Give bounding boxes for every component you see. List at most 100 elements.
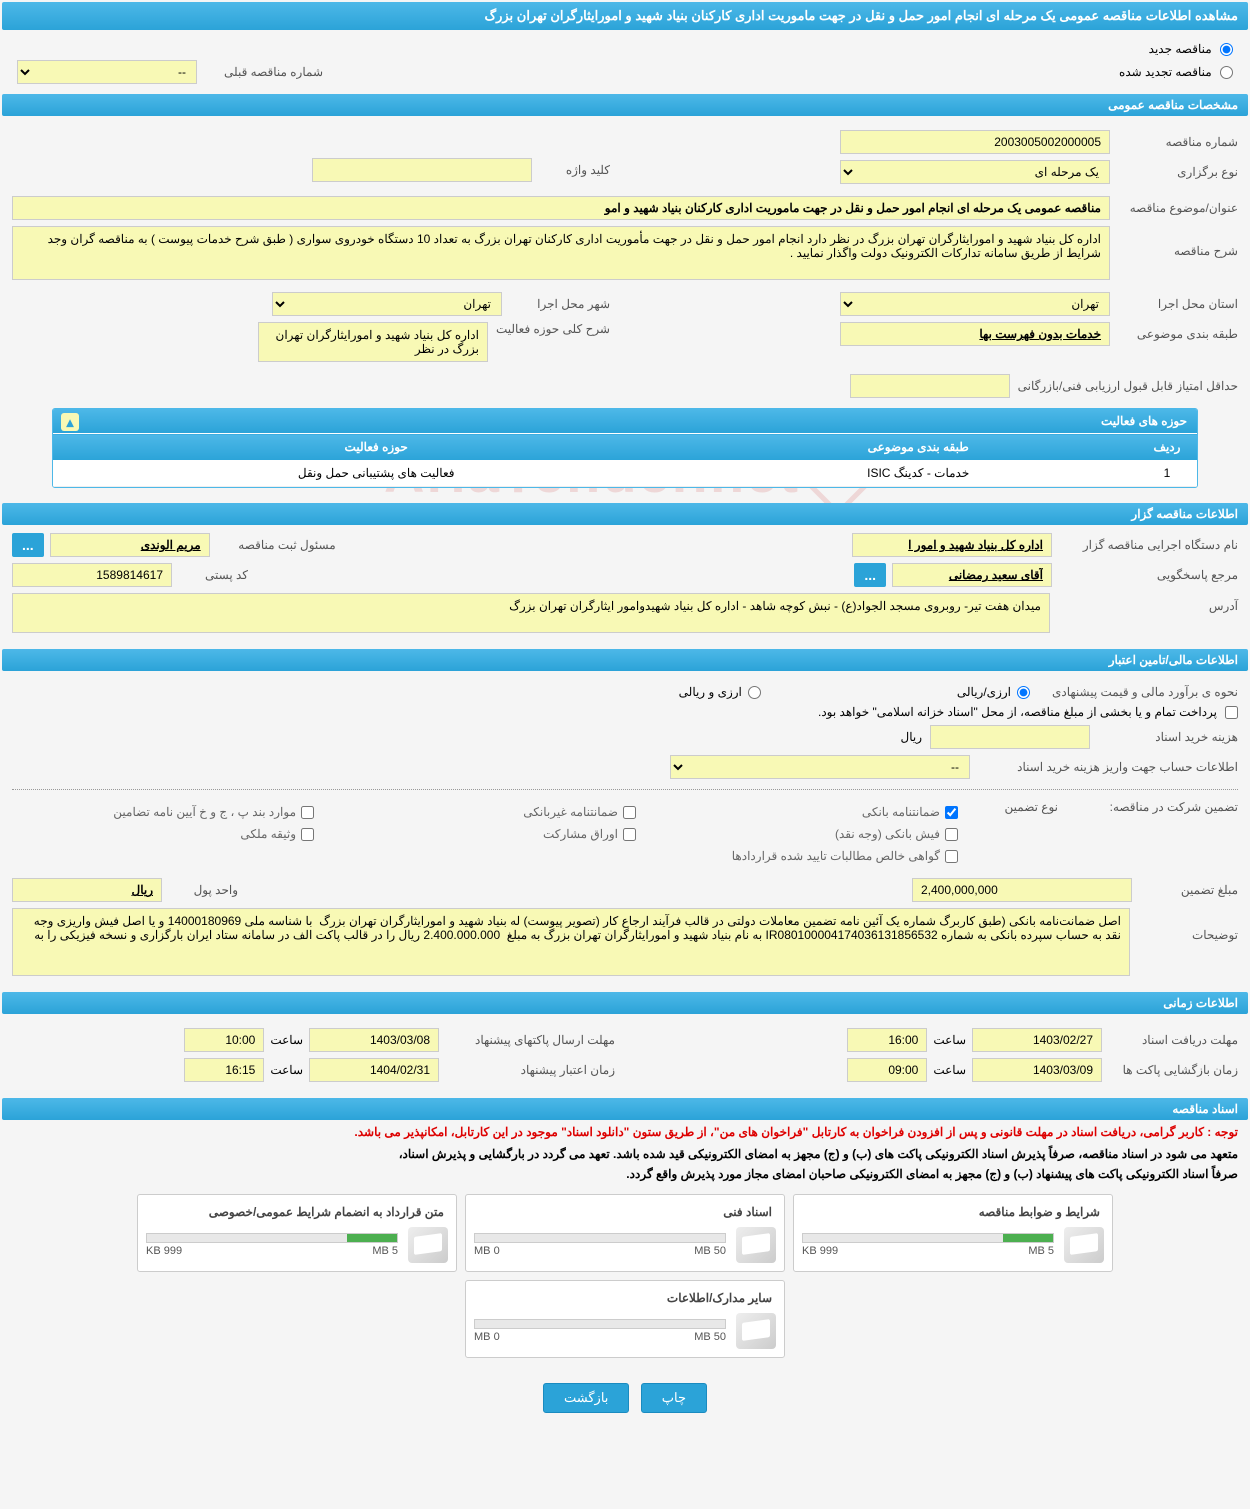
submit-deadline-label: مهلت ارسال پاکتهای پیشنهاد bbox=[445, 1033, 615, 1047]
receive-deadline-time[interactable] bbox=[847, 1028, 927, 1052]
activity-desc-field[interactable]: اداره کل بنیاد شهید و امورایثارگران تهرا… bbox=[258, 322, 488, 362]
doc-cost-label: هزینه خرید اسناد bbox=[1098, 730, 1238, 744]
province-label: استان محل اجرا bbox=[1118, 297, 1238, 311]
check-bank-guarantee[interactable]: ضمانتنامه بانکی bbox=[656, 805, 958, 819]
time-label-1: ساعت bbox=[933, 1033, 966, 1047]
back-button[interactable]: بازگشت bbox=[543, 1383, 629, 1413]
description-label: شرح مناقصه bbox=[1118, 226, 1238, 258]
doc-used: 0 MB bbox=[474, 1331, 500, 1343]
number-label: شماره مناقصه bbox=[1118, 135, 1238, 149]
prev-number-select[interactable]: -- bbox=[17, 60, 197, 84]
province-select[interactable]: تهران bbox=[840, 292, 1110, 316]
category-field[interactable] bbox=[840, 322, 1110, 346]
currency-rial-radio[interactable]: ارزی/ریالی bbox=[957, 685, 1030, 699]
check-nonbank-guarantee[interactable]: ضمانتنامه غیربانکی bbox=[334, 805, 636, 819]
doc-panel[interactable]: سایر مدارک/اطلاعات50 MB0 MB bbox=[465, 1280, 785, 1358]
subject-label: عنوان/موضوع مناقصه bbox=[1118, 201, 1238, 215]
col-activity: حوزه فعالیت bbox=[53, 434, 699, 461]
validity-time[interactable] bbox=[184, 1058, 264, 1082]
description-field[interactable]: اداره کل بنیاد شهید و امورایثارگران تهرا… bbox=[12, 226, 1110, 280]
doc-total: 5 MB bbox=[1028, 1245, 1054, 1257]
validity-date[interactable] bbox=[309, 1058, 439, 1082]
reg-officer-more-button[interactable]: ... bbox=[12, 533, 44, 557]
radio-new-input[interactable] bbox=[1220, 43, 1233, 56]
subject-field[interactable] bbox=[12, 196, 1110, 220]
doc-title: اسناد فنی bbox=[474, 1203, 776, 1221]
print-button[interactable]: چاپ bbox=[641, 1383, 707, 1413]
open-time[interactable] bbox=[847, 1058, 927, 1082]
responder-more-button[interactable]: ... bbox=[854, 563, 886, 587]
prev-number-label: شماره مناقصه قبلی bbox=[203, 65, 323, 79]
open-date[interactable] bbox=[972, 1058, 1102, 1082]
time-label-4: ساعت bbox=[270, 1063, 303, 1077]
activity-header: حوزه های فعالیت ▴ bbox=[53, 409, 1197, 433]
radio-renewed-input[interactable] bbox=[1220, 66, 1233, 79]
doc-cost-field[interactable] bbox=[930, 725, 1090, 749]
divider bbox=[12, 789, 1238, 790]
hold-type-label: نوع برگزاری bbox=[1118, 165, 1238, 179]
address-label: آدرس bbox=[1058, 593, 1238, 613]
radio-renewed-tender[interactable]: مناقصه تجدید شده bbox=[1119, 65, 1233, 79]
col-category: طبقه بندی موضوعی bbox=[699, 434, 1137, 461]
currency-unit-label: واحد پول bbox=[168, 883, 238, 897]
doc-panel[interactable]: شرایط و ضوابط مناقصه5 MB999 KB bbox=[793, 1194, 1113, 1272]
section-organizer: اطلاعات مناقصه گزار bbox=[2, 503, 1248, 525]
col-row: ردیف bbox=[1137, 434, 1197, 461]
payment-note-checkbox[interactable] bbox=[1225, 706, 1238, 719]
section-documents: اسناد مناقصه bbox=[2, 1098, 1248, 1120]
exec-name-field[interactable] bbox=[852, 533, 1052, 557]
doc-title: شرایط و ضوابط مناقصه bbox=[802, 1203, 1104, 1221]
check-participation-bonds[interactable]: اوراق مشارکت bbox=[334, 827, 636, 841]
doc-panel[interactable]: اسناد فنی50 MB0 MB bbox=[465, 1194, 785, 1272]
check-contract-clearance[interactable]: گواهی خالص مطالبات تایید شده قراردادها bbox=[334, 849, 958, 863]
doc-used: 0 MB bbox=[474, 1245, 500, 1257]
notes-field[interactable]: اصل ضمانت‌نامه بانکی (طبق کاربرگ شماره ی… bbox=[12, 908, 1130, 976]
account-select[interactable]: -- bbox=[670, 755, 970, 779]
tender-type-group: مناقصه جدید مناقصه تجدید شده شماره مناقص… bbox=[2, 30, 1248, 92]
guarantee-section-label: تضمین شرکت در مناقصه: bbox=[1088, 800, 1238, 814]
radio-new-tender[interactable]: مناقصه جدید bbox=[17, 42, 1233, 56]
keyword-field[interactable] bbox=[312, 158, 532, 182]
guarantee-amount-field[interactable] bbox=[912, 878, 1132, 902]
min-score-field[interactable] bbox=[850, 374, 1010, 398]
currency-foreign-radio[interactable]: ارزی و ریالی bbox=[679, 685, 761, 699]
section-general: مشخصات مناقصه عمومی bbox=[2, 94, 1248, 116]
doc-title: سایر مدارک/اطلاعات bbox=[474, 1289, 776, 1307]
collapse-icon[interactable]: ▴ bbox=[61, 413, 79, 431]
table-row: 1خدمات - کدینگ ISICفعالیت های پشتیبانی ح… bbox=[53, 460, 1197, 487]
folder-icon bbox=[736, 1227, 776, 1263]
progress-bar bbox=[474, 1233, 726, 1243]
check-bank-receipt[interactable]: فیش بانکی (وجه نقد) bbox=[656, 827, 958, 841]
receive-deadline-date[interactable] bbox=[972, 1028, 1102, 1052]
doc-panel[interactable]: متن قرارداد به انضمام شرایط عمومی/خصوصی5… bbox=[137, 1194, 457, 1272]
city-select[interactable]: تهران bbox=[272, 292, 502, 316]
responder-label: مرجع پاسخگویی bbox=[1058, 568, 1238, 582]
documents-notice: توجه : کاربر گرامی، دریافت اسناد در مهلت… bbox=[2, 1120, 1248, 1144]
section-timing: اطلاعات زمانی bbox=[2, 992, 1248, 1014]
hold-type-select[interactable]: یک مرحله ای bbox=[840, 160, 1110, 184]
progress-bar bbox=[474, 1319, 726, 1329]
check-property-deed[interactable]: وثیقه ملکی bbox=[12, 827, 314, 841]
activity-desc-label: شرح کلی حوزه فعالیت bbox=[496, 322, 610, 336]
open-label: زمان بازگشایی پاکت ها bbox=[1108, 1063, 1238, 1077]
doc-used: 999 KB bbox=[146, 1245, 182, 1257]
min-score-label: حداقل امتیاز قابل قبول ارزیابی فنی/بازرگ… bbox=[1018, 379, 1238, 393]
keyword-label: کلید واژه bbox=[540, 163, 610, 177]
cell-category: خدمات - کدینگ ISIC bbox=[699, 460, 1137, 487]
responder-field[interactable] bbox=[892, 563, 1052, 587]
tender-number-field[interactable] bbox=[840, 130, 1110, 154]
doc-title: متن قرارداد به انضمام شرایط عمومی/خصوصی bbox=[146, 1203, 448, 1221]
submit-deadline-time[interactable] bbox=[184, 1028, 264, 1052]
reg-officer-field[interactable] bbox=[50, 533, 210, 557]
postal-field[interactable] bbox=[12, 563, 172, 587]
estimate-label: نحوه ی برآورد مالی و قیمت پیشنهادی bbox=[1038, 685, 1238, 699]
reg-officer-label: مسئول ثبت مناقصه bbox=[216, 538, 336, 552]
address-field[interactable]: میدان هفت تیر- روبروی مسجد الجواد(ع) - ن… bbox=[12, 593, 1050, 633]
postal-label: کد پستی bbox=[178, 568, 248, 582]
currency-unit-field[interactable] bbox=[12, 878, 162, 902]
check-regulation-items[interactable]: موارد بند پ ، ج و خ آیین نامه تضامین bbox=[12, 805, 314, 819]
city-label: شهر محل اجرا bbox=[510, 297, 610, 311]
submit-deadline-date[interactable] bbox=[309, 1028, 439, 1052]
folder-icon bbox=[736, 1313, 776, 1349]
cell-activity: فعالیت های پشتیبانی حمل ونقل bbox=[53, 460, 699, 487]
